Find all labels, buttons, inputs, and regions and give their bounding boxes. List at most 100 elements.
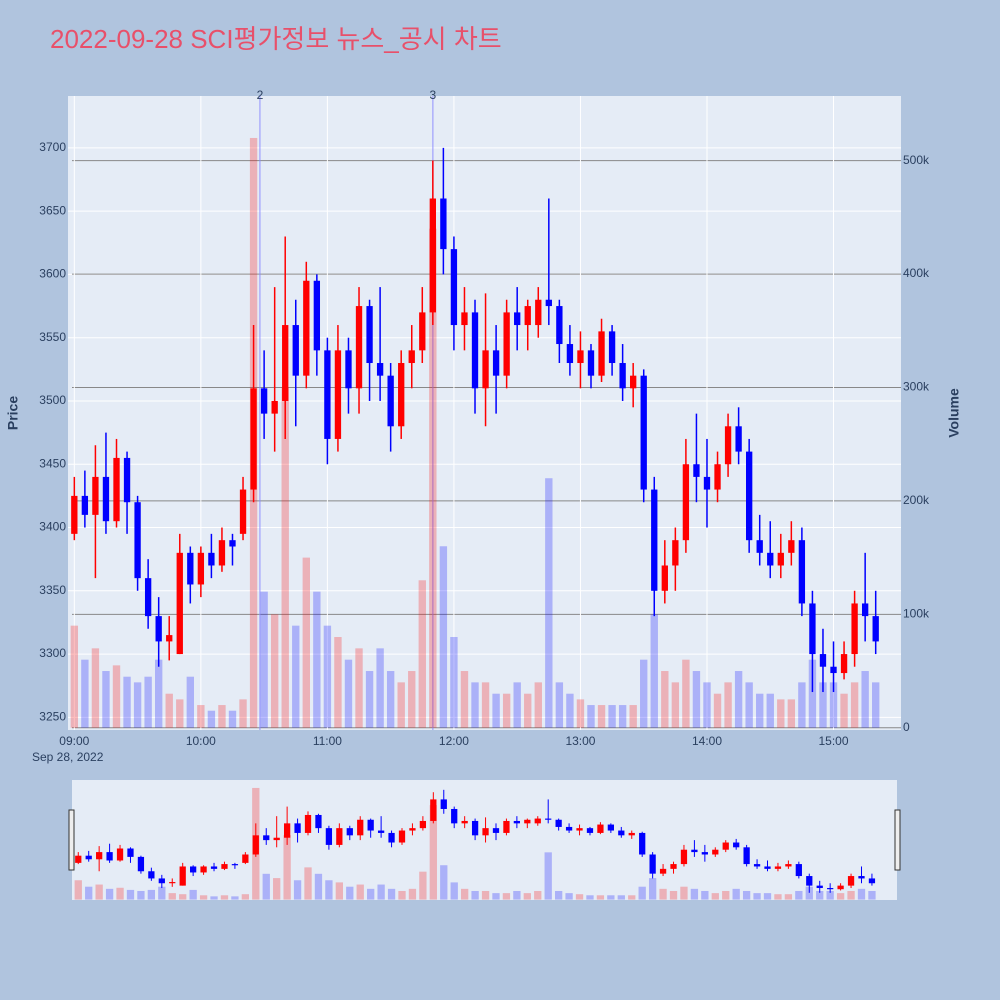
chart-title: 2022-09-28 SCI평가정보 뉴스_공시 차트: [50, 24, 502, 54]
volume-bar: [356, 884, 364, 900]
volume-bar: [745, 682, 753, 728]
candle-body: [345, 350, 352, 389]
range-handle[interactable]: [894, 809, 901, 871]
volume-bar: [367, 888, 375, 900]
range-handle[interactable]: [68, 809, 75, 871]
volume-bar: [502, 693, 511, 728]
volume-bar: [377, 884, 385, 900]
candle-body: [263, 835, 270, 841]
volume-bar: [313, 591, 321, 728]
candle-body: [218, 540, 226, 566]
candle-body: [155, 616, 162, 642]
volume-bar: [325, 880, 333, 900]
y-tick-label: 3400: [39, 520, 66, 534]
annotation-text: 3: [429, 88, 436, 102]
volume-bar: [774, 894, 782, 900]
volume-bar: [302, 557, 310, 728]
volume-bar: [492, 893, 500, 900]
candle-body: [722, 842, 729, 850]
range-slider[interactable]: [72, 780, 897, 900]
volume-bar: [199, 895, 208, 900]
y2-axis-title: Volume: [946, 388, 962, 438]
candle-body: [619, 363, 626, 389]
y2-tick-label: 100k: [903, 606, 930, 620]
candle-body: [651, 489, 658, 591]
volume-bar: [116, 887, 124, 900]
candle-body: [524, 306, 531, 326]
candle-body: [346, 828, 353, 836]
volume-bar: [502, 893, 511, 900]
x-tick-label: 14:00: [692, 734, 722, 748]
x-tick-label: 12:00: [439, 734, 469, 748]
volume-bar: [218, 705, 226, 728]
candle-body: [639, 832, 646, 855]
candle-body: [96, 852, 103, 860]
candle-body: [534, 818, 541, 824]
volume-bar: [629, 705, 637, 728]
volume-bar: [829, 682, 838, 728]
x-tick-label: 13:00: [565, 734, 595, 748]
candle-body: [250, 388, 257, 490]
volume-bar: [154, 659, 163, 728]
candle-body: [753, 864, 761, 867]
volume-bar: [81, 659, 89, 728]
volume-bar: [346, 886, 354, 900]
candle-body: [630, 375, 637, 389]
candle-body: [847, 876, 855, 886]
candle-body: [440, 799, 447, 809]
candle-body: [735, 426, 742, 452]
candle-body: [618, 830, 625, 836]
plot-area: [68, 96, 901, 730]
volume-bar: [376, 648, 384, 728]
volume-bar: [638, 886, 646, 900]
candle-body: [430, 799, 437, 821]
volume-bar: [481, 682, 490, 728]
volume-bar: [344, 659, 353, 728]
candle-body: [231, 864, 239, 866]
volume-bar: [168, 893, 176, 900]
x-date-label: Sep 28, 2022: [32, 750, 104, 764]
volume-bar: [179, 894, 187, 900]
volume-bar: [513, 890, 521, 900]
volume-bar: [461, 888, 469, 900]
candle-body: [283, 823, 291, 838]
candle-body: [148, 871, 155, 879]
volume-bar: [70, 625, 79, 728]
candle-body: [313, 280, 321, 351]
y2-tick-label: 500k: [903, 153, 930, 167]
candle-body: [586, 828, 594, 833]
candle-body: [712, 849, 719, 855]
volume-bar: [787, 699, 796, 728]
candle-body: [830, 666, 837, 674]
volume-bar: [732, 888, 740, 900]
candle-body: [429, 198, 436, 313]
candle-body: [587, 350, 595, 376]
candle-body: [169, 882, 176, 884]
candle-body: [282, 325, 289, 401]
candle-body: [672, 540, 679, 566]
volume-bar: [861, 671, 869, 728]
volume-bar: [126, 889, 135, 900]
candle-body: [514, 312, 521, 326]
candle-body: [229, 540, 236, 547]
y-tick-label: 3300: [39, 646, 66, 660]
candle-body: [767, 552, 774, 566]
candle-body: [524, 819, 531, 824]
candle-body: [252, 835, 259, 855]
volume-bar: [123, 676, 131, 728]
volume-bar: [189, 889, 197, 900]
volume-bar: [471, 682, 479, 728]
candle-body: [367, 819, 374, 831]
volume-bar: [292, 625, 300, 728]
candle-body: [71, 495, 78, 534]
candle-body: [221, 864, 228, 869]
volume-bar: [753, 893, 761, 900]
candle-body: [271, 400, 278, 414]
candle-body: [294, 823, 301, 833]
candle-body: [450, 249, 458, 326]
volume-bar: [840, 693, 848, 728]
y2-tick-label: 0: [903, 720, 910, 734]
candle-body: [795, 864, 802, 877]
volume-bar: [239, 699, 247, 728]
candle-body: [764, 866, 771, 869]
